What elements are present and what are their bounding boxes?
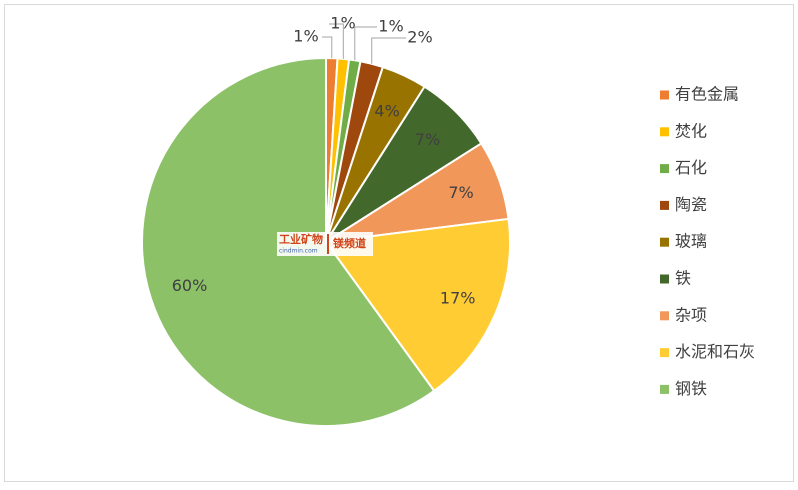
data-label: 17% bbox=[440, 288, 476, 307]
legend-swatch bbox=[660, 384, 669, 394]
watermark-name: 工业矿物 bbox=[279, 232, 323, 246]
data-label: 2% bbox=[407, 28, 432, 47]
data-label: 1% bbox=[293, 27, 318, 46]
watermark-channel: 镁频道 bbox=[333, 236, 366, 250]
legend-label: 杂项 bbox=[675, 305, 707, 324]
data-label: 7% bbox=[415, 130, 440, 149]
legend-swatch bbox=[660, 164, 669, 174]
legend-label: 水泥和石灰 bbox=[675, 342, 755, 361]
pie-slice bbox=[324, 217, 511, 393]
legend-label: 钢铁 bbox=[675, 379, 707, 398]
leader-line bbox=[354, 26, 377, 61]
data-label: 1% bbox=[378, 17, 403, 36]
watermark-bg bbox=[277, 232, 373, 256]
legend-swatch bbox=[660, 127, 669, 137]
legend-swatch bbox=[660, 90, 669, 100]
legend-label: 石化 bbox=[675, 158, 707, 177]
legend-swatch bbox=[660, 348, 669, 358]
legend-swatch bbox=[660, 200, 669, 210]
data-label: 1% bbox=[330, 14, 355, 33]
leader-line bbox=[371, 37, 406, 64]
leader-line bbox=[329, 23, 344, 59]
legend-swatch bbox=[660, 274, 669, 284]
legend-swatch bbox=[660, 237, 669, 247]
legend-swatch bbox=[660, 311, 669, 321]
legend-label: 玻璃 bbox=[675, 232, 707, 251]
legend-label: 铁 bbox=[675, 269, 691, 288]
data-label: 4% bbox=[374, 102, 399, 121]
leader-line bbox=[322, 36, 333, 59]
legend-label: 焚化 bbox=[675, 121, 707, 140]
data-label: 7% bbox=[448, 183, 473, 202]
legend-label: 有色金属 bbox=[675, 85, 739, 104]
data-label: 60% bbox=[172, 276, 208, 295]
watermark-site: cindmin.com bbox=[279, 248, 318, 255]
legend-label: 陶瓷 bbox=[675, 195, 707, 214]
